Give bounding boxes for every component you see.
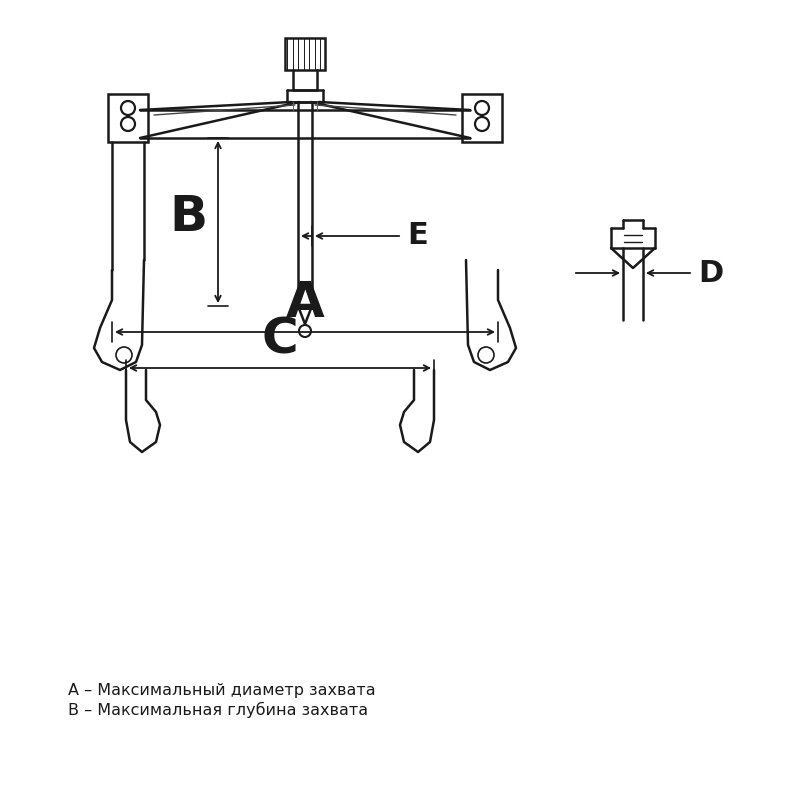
- Bar: [285, 38, 325, 70]
- Text: C: C: [262, 315, 298, 363]
- Bar: [462, 94, 502, 142]
- Text: B: B: [170, 193, 208, 241]
- Text: D: D: [698, 258, 723, 287]
- Text: A: A: [286, 279, 324, 327]
- Text: A – Максимальный диаметр захвата: A – Максимальный диаметр захвата: [68, 683, 376, 698]
- Text: E: E: [407, 222, 428, 250]
- Text: B – Максимальная глубина захвата: B – Максимальная глубина захвата: [68, 702, 368, 718]
- Bar: [108, 94, 148, 142]
